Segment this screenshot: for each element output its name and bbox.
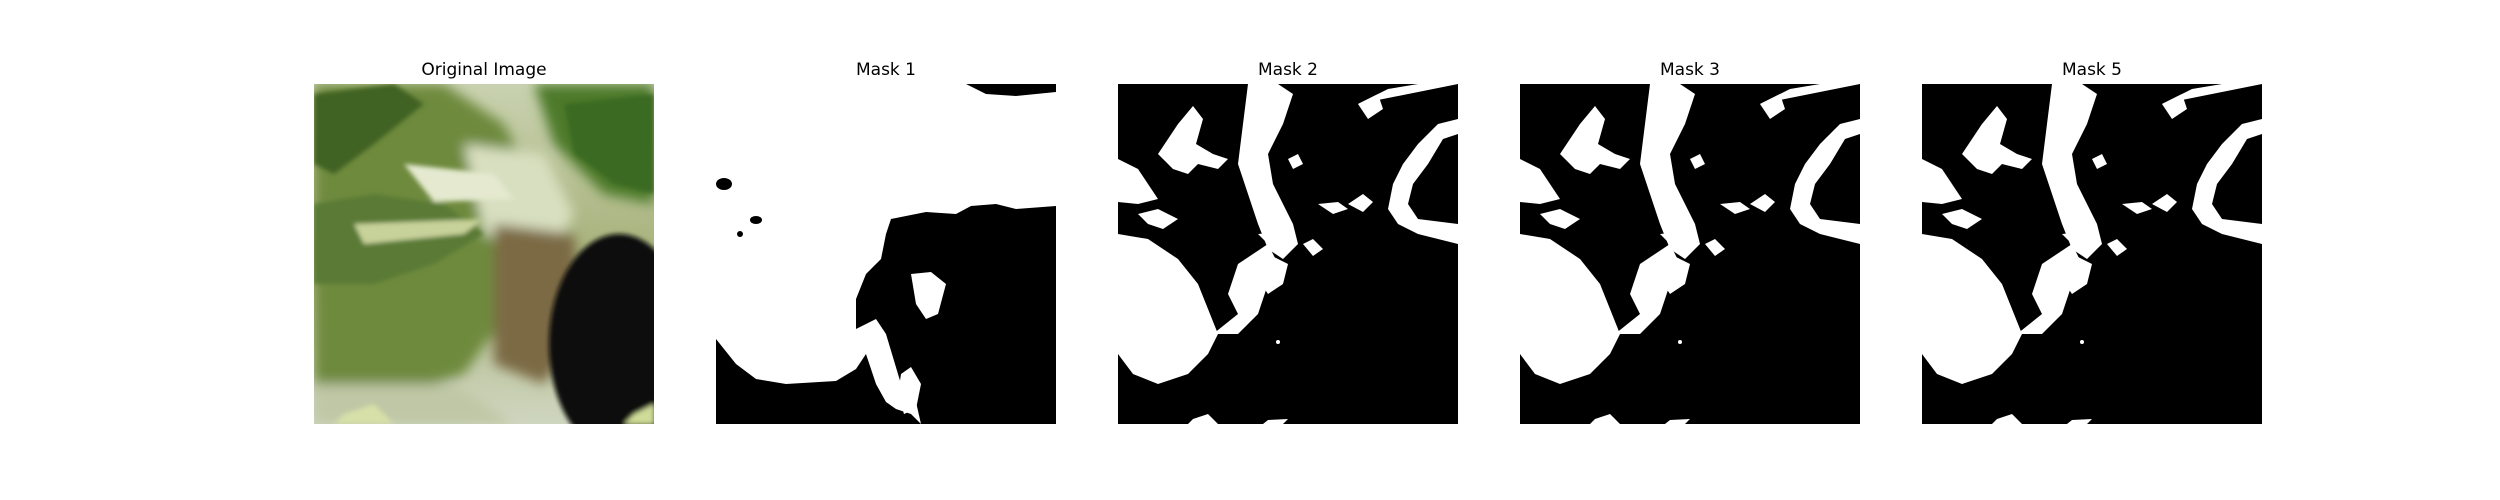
panel-title: Mask 1 [855,60,916,80]
mask-3-image [1520,84,1860,424]
mask-2-image [1118,84,1458,424]
mask-5-image [1922,84,2262,424]
mask-1-image [716,84,1056,424]
original-image [314,84,654,424]
panel-title: Mask 2 [1257,60,1318,80]
panel-title: Mask 3 [1659,60,1720,80]
panel-title: Mask 5 [2061,60,2122,80]
panel-title: Original Image [421,60,547,80]
